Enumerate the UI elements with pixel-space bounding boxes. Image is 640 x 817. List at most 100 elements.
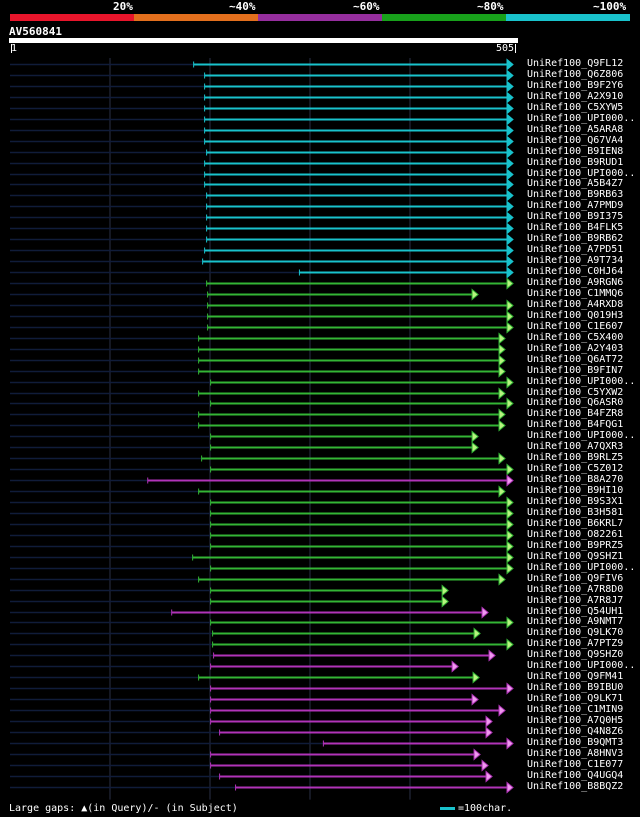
hit-row[interactable] (10, 266, 514, 279)
hit-label[interactable]: UniRef100_B3H581 (527, 506, 624, 518)
hit-label[interactable]: UniRef100_B6KRL7 (527, 517, 624, 529)
hit-label[interactable]: UniRef100_A2Y403 (527, 342, 624, 354)
hit-label[interactable]: UniRef100_Q54UH1 (527, 605, 624, 617)
hit-label[interactable]: UniRef100_B9PRZ5 (527, 539, 624, 551)
hit-label[interactable]: UniRef100_B9QMT3 (527, 736, 624, 748)
hit-row[interactable] (10, 277, 514, 290)
hit-label[interactable]: UniRef100_C1E077 (527, 758, 624, 770)
hit-label[interactable]: UniRef100_Q6ASR0 (527, 396, 624, 408)
hit-label[interactable]: UniRef100_B9IEN8 (527, 145, 624, 157)
hit-row[interactable] (10, 573, 506, 586)
hit-row[interactable] (10, 430, 479, 443)
hit-label[interactable]: UniRef100_B9RB63 (527, 188, 624, 200)
hit-row[interactable] (10, 649, 496, 662)
hit-row[interactable] (10, 660, 459, 673)
hit-label[interactable]: UniRef100_Q9LK71 (527, 692, 624, 704)
hit-row[interactable] (10, 135, 514, 148)
hit-label[interactable]: UniRef100_A5ARA8 (527, 123, 624, 135)
hit-label[interactable]: UniRef100_Q019H3 (527, 309, 624, 321)
hit-row[interactable] (10, 321, 514, 334)
hit-row[interactable] (10, 288, 479, 301)
hit-label[interactable]: UniRef100_Q67VA4 (527, 134, 624, 146)
hit-row[interactable] (10, 606, 489, 619)
hit-row[interactable] (10, 408, 506, 421)
hit-row[interactable] (10, 255, 514, 268)
hit-label[interactable]: UniRef100_B9S3X1 (527, 495, 624, 507)
hit-row[interactable] (10, 102, 514, 115)
hit-row[interactable] (10, 616, 514, 629)
hit-row[interactable] (10, 485, 506, 498)
hit-row[interactable] (10, 496, 514, 509)
hit-row[interactable] (10, 376, 514, 389)
hit-row[interactable] (10, 540, 514, 553)
hit-row[interactable] (10, 244, 514, 257)
hit-row[interactable] (10, 770, 493, 783)
hit-label[interactable]: UniRef100_A7R8D0 (527, 583, 624, 595)
hit-row[interactable] (10, 704, 506, 717)
hit-row[interactable] (10, 441, 479, 454)
hit-label[interactable]: UniRef100_UPI000.. (527, 375, 636, 387)
hit-row[interactable] (10, 222, 514, 235)
hit-row[interactable] (10, 178, 514, 191)
hit-row[interactable] (10, 354, 506, 367)
hit-row[interactable] (10, 419, 506, 432)
hit-label[interactable]: UniRef100_B8A270 (527, 473, 624, 485)
hit-label[interactable]: UniRef100_A7PTZ9 (527, 637, 624, 649)
hit-label[interactable]: UniRef100_Q6AT72 (527, 353, 624, 365)
hit-row[interactable] (10, 638, 514, 651)
hit-row[interactable] (10, 463, 514, 476)
hit-label[interactable]: UniRef100_O82261 (527, 528, 624, 540)
hit-label[interactable]: UniRef100_C5X400 (527, 331, 624, 343)
hit-label[interactable]: UniRef100_B9FIN7 (527, 364, 624, 376)
hit-label[interactable]: UniRef100_A7PMD9 (527, 199, 624, 211)
hit-row[interactable] (10, 781, 514, 794)
hit-row[interactable] (10, 551, 514, 564)
hit-label[interactable]: UniRef100_UPI000.. (527, 561, 636, 573)
hit-label[interactable]: UniRef100_A4RXD8 (527, 298, 624, 310)
hit-label[interactable]: UniRef100_B4FLK5 (527, 221, 624, 233)
hit-row[interactable] (10, 748, 481, 761)
hit-label[interactable]: UniRef100_UPI000.. (527, 429, 636, 441)
hit-label[interactable]: UniRef100_UPI000.. (527, 167, 636, 179)
hit-label[interactable]: UniRef100_A9T734 (527, 254, 624, 266)
hit-label[interactable]: UniRef100_Q4N8Z6 (527, 725, 624, 737)
hit-row[interactable] (10, 233, 514, 246)
hit-label[interactable]: UniRef100_Q6Z806 (527, 68, 624, 80)
hit-row[interactable] (10, 168, 514, 181)
hit-row[interactable] (10, 91, 514, 104)
hit-label[interactable]: UniRef100_C1MMQ6 (527, 287, 624, 299)
hit-row[interactable] (10, 584, 449, 597)
hit-row[interactable] (10, 299, 514, 312)
hit-label[interactable]: UniRef100_Q9FL12 (527, 57, 624, 69)
hit-label[interactable]: UniRef100_C0HJ64 (527, 265, 624, 277)
hit-label[interactable]: UniRef100_B9F2Y6 (527, 79, 624, 91)
hit-row[interactable] (10, 671, 480, 684)
hit-label[interactable]: UniRef100_C5XYW5 (527, 101, 624, 113)
hit-row[interactable] (10, 715, 493, 728)
hit-label[interactable]: UniRef100_Q9SHZ1 (527, 550, 624, 562)
hit-row[interactable] (10, 726, 493, 739)
hit-label[interactable]: UniRef100_A9NMT7 (527, 615, 624, 627)
hit-row[interactable] (10, 332, 506, 345)
hit-label[interactable]: UniRef100_A7R8J7 (527, 594, 624, 606)
hit-row[interactable] (10, 365, 506, 378)
hit-label[interactable]: UniRef100_C1E607 (527, 320, 624, 332)
hit-row[interactable] (10, 452, 506, 465)
hit-row[interactable] (10, 69, 514, 82)
hit-label[interactable]: UniRef100_A5B4Z7 (527, 177, 624, 189)
hit-row[interactable] (10, 310, 514, 323)
hit-row[interactable] (10, 58, 514, 71)
hit-row[interactable] (10, 507, 514, 520)
hit-label[interactable]: UniRef100_A8HNV3 (527, 747, 624, 759)
hit-label[interactable]: UniRef100_B9RUD1 (527, 156, 624, 168)
hit-label[interactable]: UniRef100_B9I375 (527, 210, 624, 222)
hit-label[interactable]: UniRef100_C5Z012 (527, 462, 624, 474)
hit-row[interactable] (10, 595, 449, 608)
hit-label[interactable]: UniRef100_Q9FM41 (527, 670, 624, 682)
hit-label[interactable]: UniRef100_A9RGN6 (527, 276, 624, 288)
hit-label[interactable]: UniRef100_UPI000.. (527, 112, 636, 124)
hit-row[interactable] (10, 562, 514, 575)
hit-label[interactable]: UniRef100_Q9FIV6 (527, 572, 624, 584)
hit-label[interactable]: UniRef100_A7Q0H5 (527, 714, 624, 726)
hit-label[interactable]: UniRef100_A7PD51 (527, 243, 624, 255)
